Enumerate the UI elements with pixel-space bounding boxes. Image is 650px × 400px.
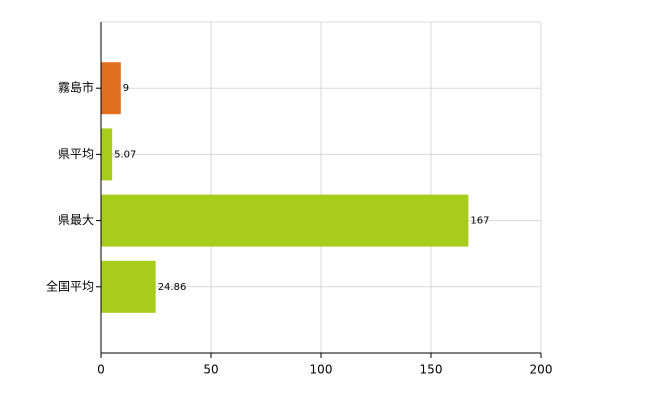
x-tick-label: 100 [310, 363, 333, 377]
bar [101, 260, 156, 313]
value-label: 24.86 [158, 282, 187, 293]
y-tick-label: 全国平均 [46, 278, 94, 293]
value-label: 5.07 [114, 149, 136, 160]
x-tick-label: 0 [97, 363, 105, 377]
x-tick-label: 50 [203, 363, 218, 377]
bar [101, 128, 113, 181]
bar [101, 194, 469, 247]
value-label: 167 [470, 216, 489, 227]
x-tick-label: 150 [420, 363, 443, 377]
y-tick-label: 県最大 [58, 213, 94, 227]
y-tick-label: 県平均 [58, 147, 94, 161]
bar [101, 62, 121, 115]
y-tick-label: 霧島市 [58, 80, 94, 95]
value-label: 9 [123, 83, 129, 94]
x-tick-label: 200 [530, 363, 553, 377]
